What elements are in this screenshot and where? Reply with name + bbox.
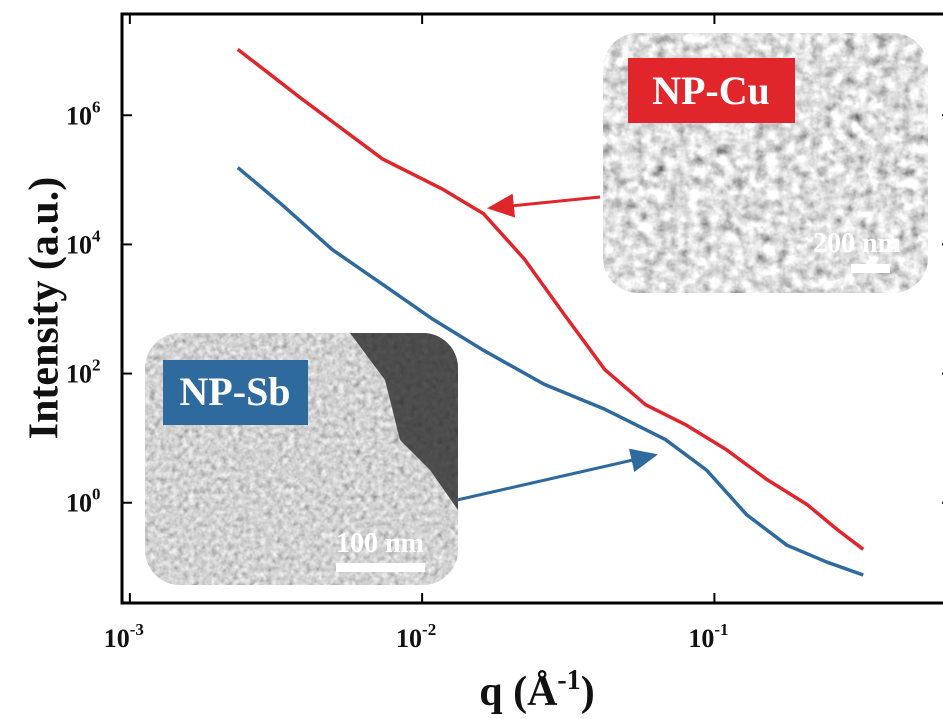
y-tick-label: 106 xyxy=(66,97,101,130)
y-tick-exp: 0 xyxy=(92,485,101,504)
y-tick-exp: 4 xyxy=(92,226,101,245)
x-tick-label: 10-3 xyxy=(104,620,144,653)
y-tick-label: 102 xyxy=(66,356,101,389)
y-tick-exp: 6 xyxy=(92,97,101,116)
scale-label: 200 nm xyxy=(813,228,901,259)
arrow xyxy=(490,197,600,208)
inset-sb: NP-Sb 100 nm xyxy=(145,333,458,585)
x-tick-exp: -1 xyxy=(714,620,728,639)
page: 10-310-210-1100102104106 Intensity (a.u.… xyxy=(0,0,943,719)
arrow xyxy=(457,455,655,500)
y-tick-base: 10 xyxy=(66,101,92,130)
y-tick-base: 10 xyxy=(66,489,92,518)
y-tick-exp: 2 xyxy=(92,356,101,375)
x-label-end: ) xyxy=(581,669,595,715)
x-tick-base: 10 xyxy=(688,624,714,653)
scale-bar xyxy=(851,264,890,273)
x-tick-label: 10-1 xyxy=(688,620,728,653)
x-tick-base: 10 xyxy=(104,624,130,653)
y-tick-base: 10 xyxy=(66,360,92,389)
x-tick-base: 10 xyxy=(396,624,422,653)
inset-label: NP-Sb xyxy=(179,369,290,414)
x-axis-label: q (Å-1) xyxy=(479,665,595,715)
inset-cu: NP-Cu 200 nm xyxy=(603,33,928,293)
scale-bar xyxy=(336,563,425,572)
y-tick-base: 10 xyxy=(66,230,92,259)
scale-label: 100 nm xyxy=(336,528,424,559)
x-label-sup: -1 xyxy=(557,665,580,696)
x-label-text: q (Å xyxy=(479,669,558,715)
x-tick-exp: -2 xyxy=(422,620,436,639)
y-tick-label: 100 xyxy=(66,485,101,518)
x-tick-exp: -3 xyxy=(130,620,144,639)
inset-label: NP-Cu xyxy=(652,68,770,113)
y-tick-label: 104 xyxy=(66,226,101,259)
chart: 10-310-210-1100102104106 Intensity (a.u.… xyxy=(0,0,943,719)
y-axis-label: Intensity (a.u.) xyxy=(22,177,68,440)
x-tick-label: 10-2 xyxy=(396,620,436,653)
